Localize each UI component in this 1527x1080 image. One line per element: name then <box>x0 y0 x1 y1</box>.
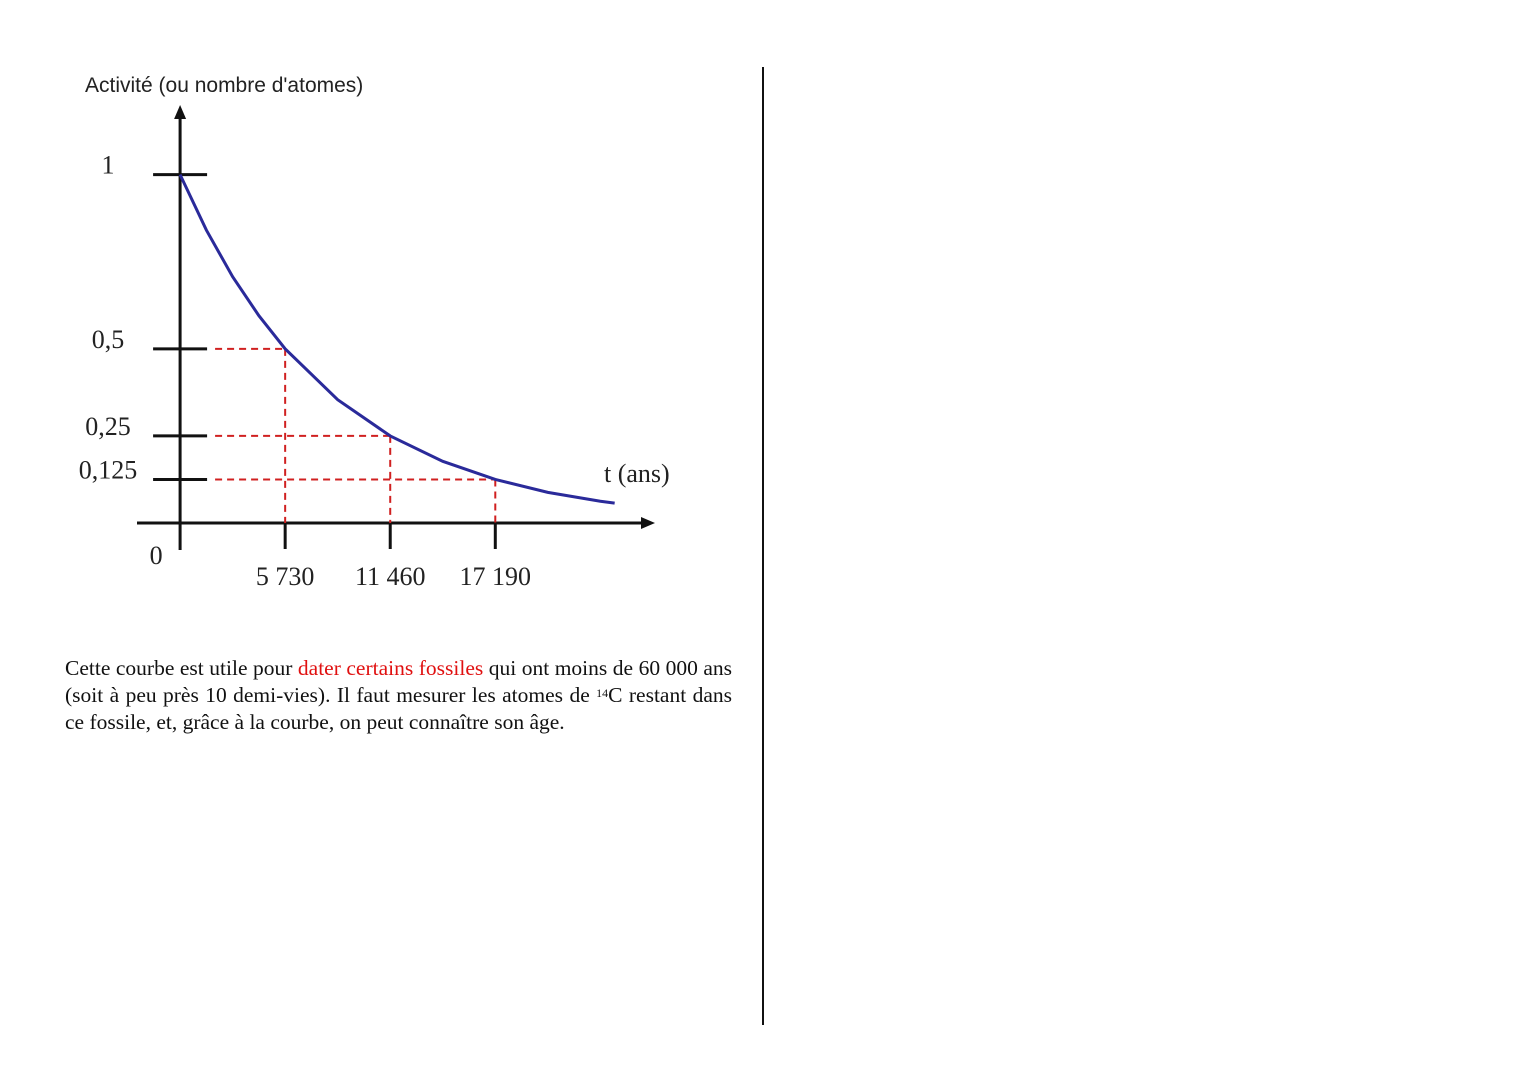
text: C restant dans ce fossile, et, grâce à l… <box>65 683 733 734</box>
text: qui ont moins de 60 000 ans (soit à peu … <box>65 656 733 707</box>
text: Cette courbe est utile pour <box>65 656 298 680</box>
chart: Activité (ou nombre d'atomes) t (ans) 1 0… <box>79 74 670 591</box>
x-tick-label: 0 <box>150 541 163 570</box>
decay-curve <box>178 174 615 505</box>
x-tick-label: 17 190 <box>460 562 532 591</box>
y-tick-label: 0,5 <box>92 325 125 354</box>
x-tick-label: 11 460 <box>355 562 426 591</box>
y-axis-arrow <box>174 105 187 119</box>
x-axis-label: t (ans) <box>604 459 670 488</box>
highlight: dater certains fossiles <box>297 656 484 680</box>
y-axis-label: Activité (ou nombre d'atomes) <box>85 74 363 97</box>
y-tick-label: 0,125 <box>79 455 138 484</box>
superscript: 14 <box>596 686 609 700</box>
y-tick-label: 0,25 <box>85 412 131 441</box>
paragraph: Cette courbe est utile pour dater certai… <box>65 655 732 736</box>
x-tick-label: 5 730 <box>256 562 315 591</box>
y-tick-label: 1 <box>102 151 115 180</box>
divider <box>762 67 764 1025</box>
x-axis-arrow <box>641 517 655 529</box>
